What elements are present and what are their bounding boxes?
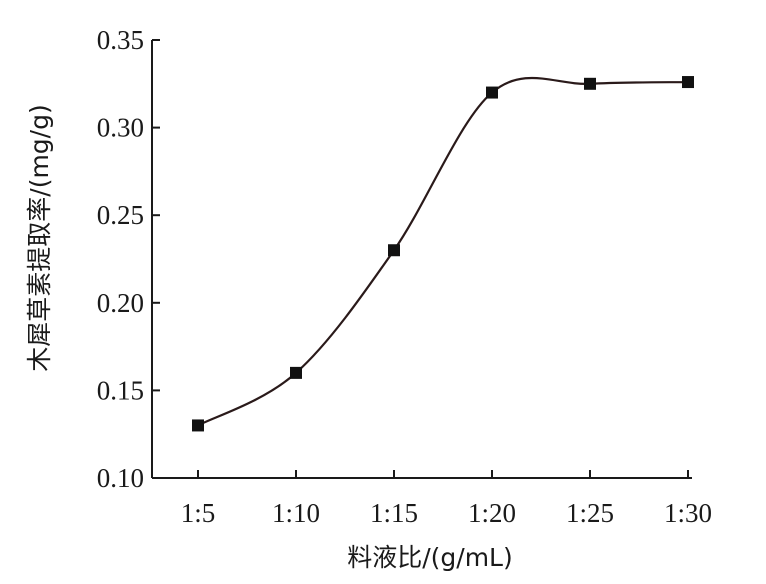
y-tick-label: 0.35 — [97, 25, 144, 55]
series-line — [197, 77, 689, 427]
x-tick-label: 1:25 — [566, 498, 614, 528]
data-markers — [192, 76, 694, 432]
x-tick-label: 1:5 — [181, 498, 216, 528]
y-tick-label: 0.30 — [97, 113, 144, 143]
y-tick-label: 0.15 — [97, 375, 144, 405]
x-tick-label: 1:15 — [370, 498, 418, 528]
y-tick-label: 0.25 — [97, 200, 144, 230]
x-tick-label: 1:20 — [468, 498, 516, 528]
x-tick-label: 1:10 — [272, 498, 320, 528]
data-point — [682, 76, 694, 89]
y-axis-title: 木犀草素提取率/(mg/g) — [25, 104, 54, 371]
x-ticks: 1:5 1:10 1:15 1:20 1:25 1:30 — [181, 470, 712, 528]
x-axis-title: 料液比/(g/mL) — [347, 543, 513, 572]
data-point — [388, 244, 400, 257]
y-tick-label: 0.10 — [97, 463, 144, 493]
axes — [151, 40, 692, 479]
data-point — [584, 77, 596, 90]
data-point — [290, 366, 302, 379]
data-point — [486, 86, 498, 99]
y-ticks: 0.10 0.15 0.20 0.25 0.30 0.35 — [97, 25, 160, 493]
x-tick-label: 1:30 — [664, 498, 712, 528]
y-tick-label: 0.20 — [97, 288, 144, 318]
data-point — [192, 419, 204, 432]
